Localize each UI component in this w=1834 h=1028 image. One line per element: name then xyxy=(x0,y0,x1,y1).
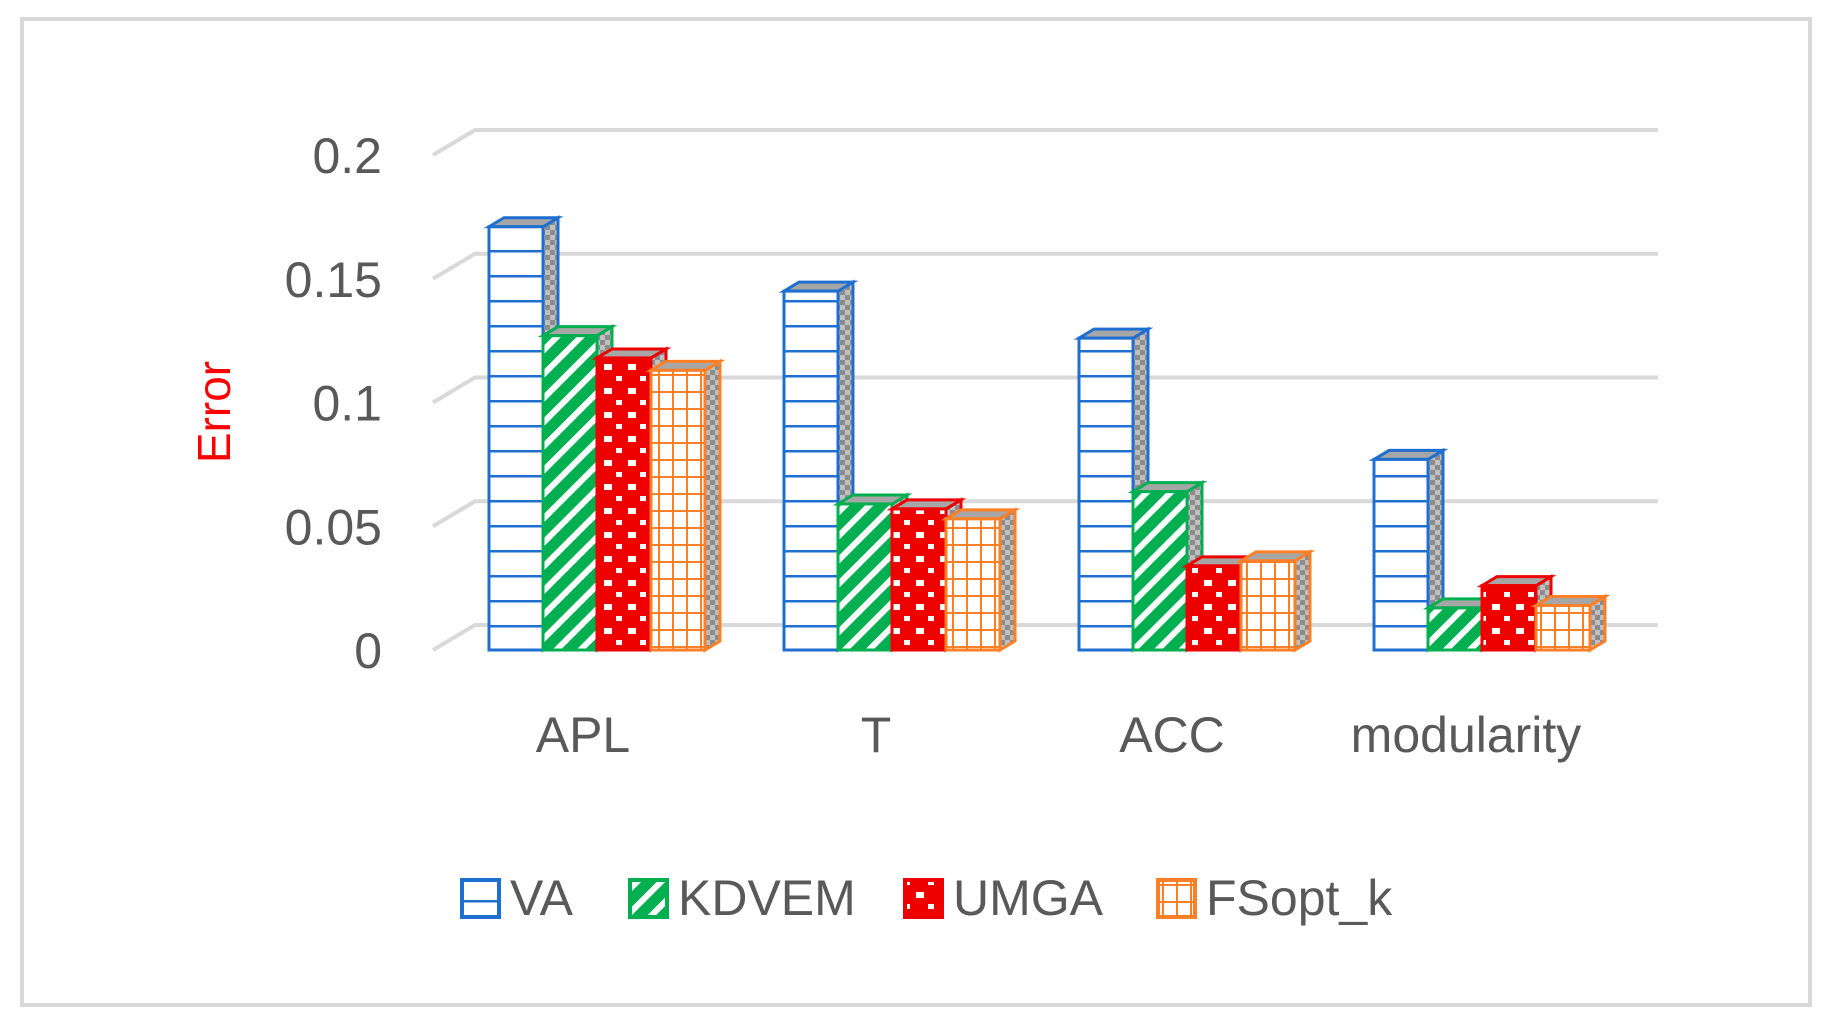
legend-item-FSopt_k: FSopt_k xyxy=(1156,870,1393,926)
y-tick-label: 0.05 xyxy=(285,499,382,555)
bar-front xyxy=(1534,603,1592,652)
bar-side xyxy=(998,507,1017,653)
gridline xyxy=(431,251,1658,281)
legend-label: FSopt_k xyxy=(1206,870,1393,926)
bar-front xyxy=(890,507,948,652)
legend: VA KDVEM UMGA FSopt_k xyxy=(460,870,1393,926)
bar-front xyxy=(541,334,599,652)
bar-FSopt_k-T xyxy=(940,507,1021,653)
x-axis-categories: APL T ACC modularity xyxy=(536,707,1582,763)
bar-side xyxy=(703,358,722,653)
legend-item-KDVEM: KDVEM xyxy=(628,870,856,926)
bar-front xyxy=(782,289,840,652)
bar-front xyxy=(1131,490,1189,652)
legend-swatch xyxy=(1156,878,1197,919)
bar-front xyxy=(836,502,894,652)
legend-label: VA xyxy=(510,870,574,926)
legend-label: UMGA xyxy=(953,870,1104,926)
bar-FSopt_k-modularity xyxy=(1530,593,1611,653)
gridline xyxy=(431,128,1658,157)
bar-VA-T xyxy=(778,279,859,653)
bar-front xyxy=(1239,559,1297,652)
y-tick-label: 0.15 xyxy=(285,252,382,308)
legend-item-VA: VA xyxy=(460,870,574,926)
bar-front xyxy=(1372,457,1430,652)
gridline xyxy=(431,499,1658,528)
bar-front xyxy=(1185,564,1243,652)
y-axis-label: Error xyxy=(188,361,240,463)
y-axis-ticks: 0 0.05 0.1 0.15 0.2 xyxy=(285,128,382,679)
bar-side xyxy=(1293,549,1312,653)
bar-front xyxy=(1426,606,1484,652)
gridline xyxy=(431,375,1658,405)
legend-swatch xyxy=(460,878,501,919)
y-tick-label: 0.2 xyxy=(312,128,382,184)
x-category-label: APL xyxy=(536,707,631,763)
bar-front xyxy=(944,517,1002,652)
bar-FSopt_k-APL xyxy=(645,358,726,653)
y-tick-label: 0 xyxy=(354,623,382,679)
x-category-label: T xyxy=(861,707,892,763)
legend-item-UMGA: UMGA xyxy=(903,870,1104,926)
bar-front xyxy=(649,368,707,652)
y-tick-label: 0.1 xyxy=(312,376,382,432)
bars xyxy=(483,215,1611,653)
x-category-label: ACC xyxy=(1119,707,1225,763)
x-category-label: modularity xyxy=(1351,707,1582,763)
bar-front xyxy=(1480,584,1538,652)
bar-front xyxy=(1077,336,1135,652)
legend-label: KDVEM xyxy=(678,870,856,926)
bar-front xyxy=(487,225,545,652)
bar-front xyxy=(595,356,653,652)
bar-FSopt_k-ACC xyxy=(1235,549,1316,653)
legend-swatch xyxy=(628,878,669,919)
legend-swatch xyxy=(903,878,944,919)
